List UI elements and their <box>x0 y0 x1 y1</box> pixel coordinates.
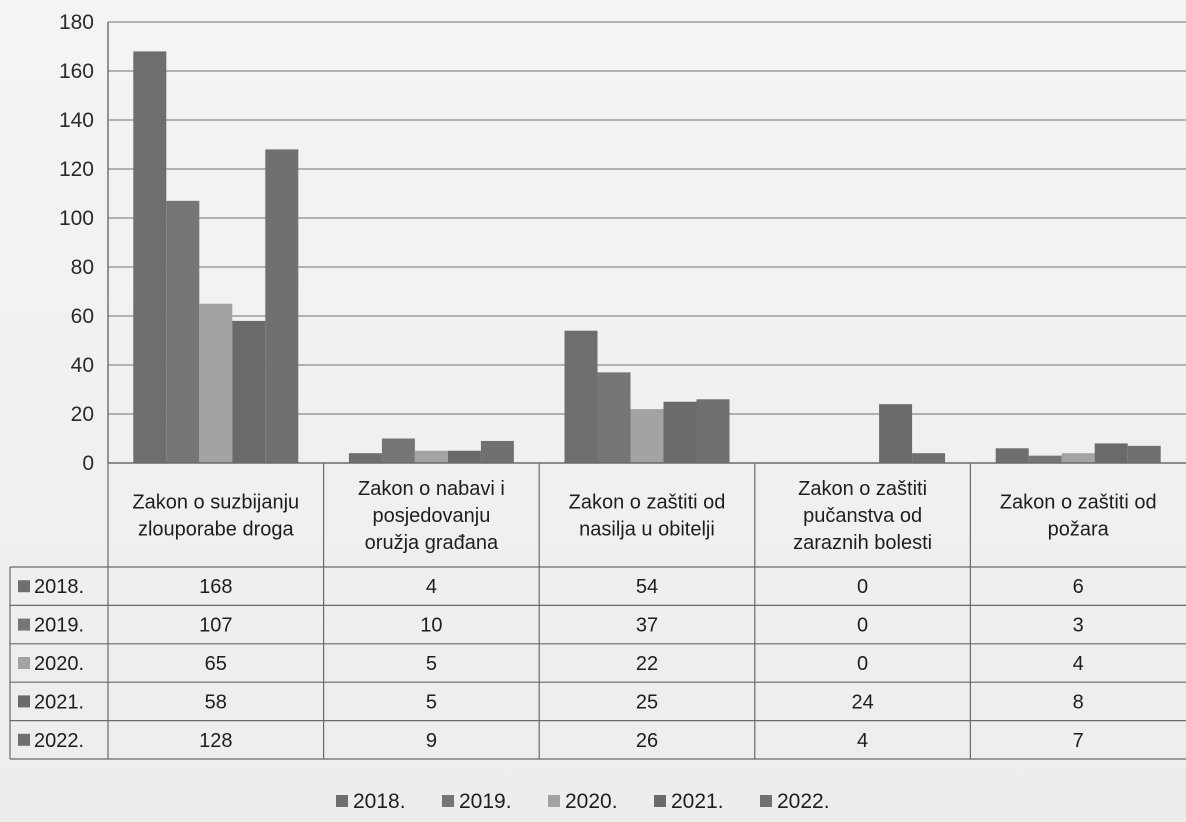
y-tick-label: 120 <box>59 158 94 181</box>
data-cell-value: 5 <box>426 691 437 713</box>
data-cell-value: 3 <box>1073 615 1084 637</box>
legend-swatch <box>654 795 666 807</box>
data-cell-value: 107 <box>199 615 232 637</box>
legend-label: 2021. <box>671 790 724 813</box>
data-cell-value: 9 <box>426 730 437 752</box>
category-label: nasilja u obitelji <box>579 519 715 541</box>
bar <box>199 304 232 463</box>
data-cell-value: 7 <box>1073 730 1084 752</box>
legend: 2018. 2019. 2020. 2021. 2022. <box>336 790 830 813</box>
data-cell-value: 0 <box>857 576 868 598</box>
series-name: 2019. <box>34 615 84 637</box>
series-swatch <box>18 695 30 707</box>
y-tick-label: 0 <box>82 452 94 475</box>
legend-label: 2019. <box>459 790 512 813</box>
category-label: Zakon o nabavi i <box>358 478 505 500</box>
category-label: posjedovanju <box>372 505 490 527</box>
data-cell-value: 26 <box>636 730 658 752</box>
y-tick-label: 100 <box>59 207 94 230</box>
series-name: 2020. <box>34 653 84 675</box>
category-label: Zakon o suzbijanju <box>132 492 299 514</box>
data-cell-value: 10 <box>420 615 442 637</box>
legend-swatch <box>336 795 348 807</box>
category-label: oružja građana <box>365 532 499 554</box>
series-name: 2018. <box>34 576 84 598</box>
series-swatch <box>18 580 30 592</box>
y-tick-label: 20 <box>71 403 94 426</box>
y-tick-label: 180 <box>59 11 94 34</box>
category-label: zlouporabe droga <box>138 519 295 541</box>
bar <box>996 448 1029 463</box>
data-cell-value: 6 <box>1073 576 1084 598</box>
data-cell-value: 24 <box>851 691 873 713</box>
bar <box>879 404 912 463</box>
legend-swatch <box>442 795 454 807</box>
data-cell-value: 22 <box>636 653 658 675</box>
series-swatch <box>18 734 30 746</box>
bar <box>912 453 945 463</box>
y-tick-label: 80 <box>71 256 94 279</box>
data-cell-value: 25 <box>636 691 658 713</box>
data-cell-value: 5 <box>426 653 437 675</box>
bar <box>1095 443 1128 463</box>
bar <box>415 451 448 463</box>
category-label: požara <box>1048 519 1110 541</box>
data-cell-value: 58 <box>205 691 227 713</box>
data-cell-value: 37 <box>636 615 658 637</box>
bar <box>232 321 265 463</box>
bar <box>1029 456 1062 463</box>
bar <box>1128 446 1161 463</box>
y-tick-label: 60 <box>71 305 94 328</box>
legend-label: 2022. <box>777 790 830 813</box>
bar <box>1062 453 1095 463</box>
series-swatch <box>18 657 30 669</box>
category-label: Zakon o zaštiti od <box>1000 492 1157 514</box>
data-cell-value: 4 <box>1073 653 1084 675</box>
bar <box>133 51 166 463</box>
data-cell-value: 168 <box>199 576 232 598</box>
data-cell-value: 0 <box>857 615 868 637</box>
category-label: Zakon o zaštiti od <box>569 492 726 514</box>
data-cell-value: 4 <box>426 576 437 598</box>
bar <box>166 201 199 463</box>
y-axis: 0 20 40 60 80 100 120 140 160 180 <box>59 11 108 475</box>
bar <box>448 451 481 463</box>
bars <box>133 51 1160 463</box>
data-cell-value: 54 <box>636 576 658 598</box>
legend-label: 2018. <box>353 790 406 813</box>
bar <box>598 372 631 463</box>
bar <box>349 453 382 463</box>
data-cell-value: 8 <box>1073 691 1084 713</box>
bar <box>382 439 415 464</box>
category-label: pučanstva od <box>803 505 922 527</box>
category-label: Zakon o zaštiti <box>798 478 927 500</box>
data-cell-value: 128 <box>199 730 232 752</box>
legend-swatch <box>548 795 560 807</box>
data-cell-value: 4 <box>857 730 868 752</box>
bar <box>265 149 298 463</box>
data-cell-value: 65 <box>205 653 227 675</box>
series-name: 2021. <box>34 691 84 713</box>
bar <box>565 331 598 463</box>
bar <box>481 441 514 463</box>
legend-label: 2020. <box>565 790 618 813</box>
y-tick-label: 160 <box>59 60 94 83</box>
series-swatch <box>18 619 30 631</box>
category-label: zaraznih bolesti <box>793 532 932 554</box>
data-cell-value: 0 <box>857 653 868 675</box>
series-name: 2022. <box>34 730 84 752</box>
bar <box>664 402 697 463</box>
bar <box>631 409 664 463</box>
y-tick-label: 140 <box>59 109 94 132</box>
data-table: Zakon o suzbijanju zlouporabe droga Zakon … <box>10 463 1186 759</box>
y-tick-label: 40 <box>71 354 94 377</box>
bar <box>697 399 730 463</box>
legend-swatch <box>760 795 772 807</box>
